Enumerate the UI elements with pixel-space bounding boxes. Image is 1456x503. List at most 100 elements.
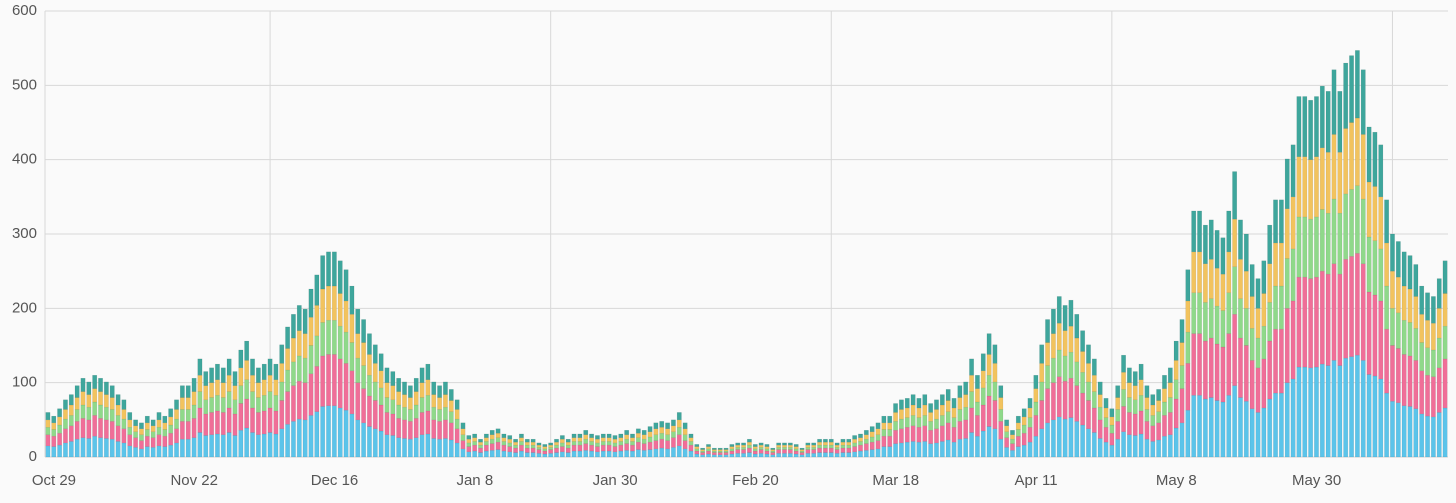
bar-segment xyxy=(255,412,261,435)
bar-segment xyxy=(928,403,934,413)
bar-segment xyxy=(548,444,554,448)
bar-segment xyxy=(296,305,302,331)
bar-segment xyxy=(191,391,197,406)
bar-segment xyxy=(232,435,238,458)
bar-segment xyxy=(454,418,460,430)
bar-segment xyxy=(361,342,367,366)
bar-segment xyxy=(1273,242,1278,287)
bar-segment xyxy=(273,363,279,380)
bar-segment xyxy=(1384,328,1390,394)
bar-segment xyxy=(1086,428,1091,458)
bar-segment xyxy=(139,448,144,458)
bar-segment xyxy=(285,391,291,425)
bar-segment xyxy=(1390,308,1395,346)
bar-segment xyxy=(747,447,752,453)
bar-segment xyxy=(951,407,957,418)
bar-segment xyxy=(899,399,904,410)
bar-segment xyxy=(507,451,513,458)
bar-segment xyxy=(1430,296,1436,324)
bar-segment xyxy=(805,449,811,454)
bar-segment xyxy=(577,441,583,446)
bar-segment xyxy=(179,409,185,422)
bar-segment xyxy=(1039,381,1045,401)
bar-segment xyxy=(1278,242,1284,287)
bar-segment xyxy=(1360,134,1366,200)
bar-segment xyxy=(1343,62,1349,129)
bar-segment xyxy=(530,452,536,458)
bar-segment xyxy=(390,413,396,436)
bar-segment xyxy=(711,454,717,458)
bar-segment xyxy=(513,441,519,446)
bar-segment xyxy=(536,444,542,448)
bar-segment xyxy=(1261,325,1267,360)
bar-segment xyxy=(1302,96,1308,157)
bar-segment xyxy=(174,418,179,430)
bar-segment xyxy=(238,367,244,386)
bar-segment xyxy=(998,409,1004,422)
bar-segment xyxy=(443,406,448,421)
bar-segment xyxy=(396,418,402,438)
bar-segment xyxy=(431,406,437,421)
bar-segment xyxy=(1080,424,1086,458)
bar-segment xyxy=(589,437,594,442)
bar-segment xyxy=(945,389,951,401)
bar-segment xyxy=(939,441,945,458)
bar-segment xyxy=(250,432,255,458)
bar-segment xyxy=(168,416,174,426)
bar-segment xyxy=(1278,392,1284,458)
bar-segment xyxy=(1004,419,1010,427)
bar-segment xyxy=(1010,429,1015,435)
bar-segment xyxy=(741,449,746,454)
bar-segment xyxy=(1033,415,1039,437)
bar-segment xyxy=(1167,412,1173,435)
bar-segment xyxy=(565,447,571,453)
bar-segment xyxy=(1033,401,1039,416)
bar-segment xyxy=(495,432,501,438)
bar-segment xyxy=(226,391,232,409)
bar-segment xyxy=(776,442,782,446)
bar-segment xyxy=(1314,366,1319,458)
bar-segment xyxy=(559,446,565,453)
bar-segment xyxy=(215,363,220,380)
bar-segment xyxy=(1068,351,1074,379)
bar-segment xyxy=(431,438,437,458)
bar-segment xyxy=(1378,144,1384,198)
bar-segment xyxy=(1179,388,1185,424)
bar-segment xyxy=(811,442,817,446)
bar-segment xyxy=(80,404,86,419)
bar-segment xyxy=(343,300,349,333)
bar-segment xyxy=(945,411,951,424)
bar-segment xyxy=(1407,406,1413,458)
y-tick-label: 600 xyxy=(12,2,37,19)
bar-segment xyxy=(1191,333,1197,396)
bar-segment xyxy=(951,441,957,458)
bar-segment xyxy=(1413,264,1419,297)
bar-segment xyxy=(606,433,612,438)
bar-segment xyxy=(554,441,559,446)
bar-segment xyxy=(1015,435,1021,447)
bar-segment xyxy=(355,308,361,334)
bar-segment xyxy=(612,446,618,453)
bar-segment xyxy=(361,365,367,389)
bar-segment xyxy=(478,441,483,446)
bar-segment xyxy=(1004,447,1010,458)
bar-segment xyxy=(863,429,869,435)
bar-segment xyxy=(1436,337,1442,369)
bar-segment xyxy=(1015,422,1021,430)
bar-segment xyxy=(1010,438,1015,444)
bar-segment xyxy=(536,449,542,454)
bar-segment xyxy=(659,438,665,449)
bar-segment xyxy=(320,355,326,407)
bar-segment xyxy=(238,349,244,369)
bar-segment xyxy=(1150,415,1156,427)
bar-segment xyxy=(717,452,723,456)
bar-segment xyxy=(793,448,799,452)
bar-segment xyxy=(402,406,407,421)
bar-segment xyxy=(279,363,285,383)
bar-segment xyxy=(1343,193,1349,260)
bar-segment xyxy=(1378,378,1384,458)
bar-segment xyxy=(618,444,624,452)
bar-segment xyxy=(559,451,565,458)
bar-segment xyxy=(817,438,822,443)
